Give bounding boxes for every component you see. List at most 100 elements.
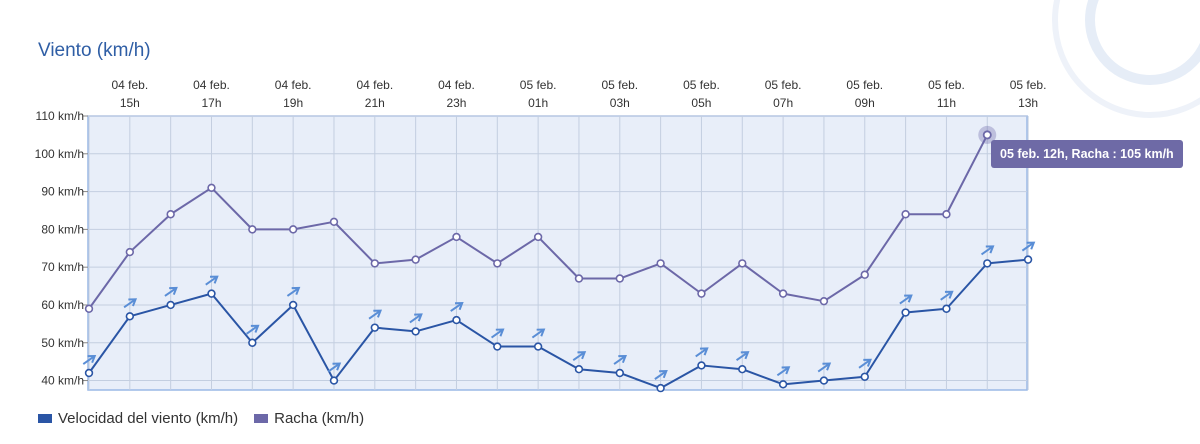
wind-direction-arrow-icon — [858, 358, 872, 369]
x-tick-label-hour: 17h — [201, 96, 221, 110]
speed-data-point — [329, 376, 339, 385]
speed-data-point — [452, 315, 461, 325]
gust-data-point — [901, 210, 910, 219]
y-tick-label: 60 km/h — [41, 298, 84, 312]
gust-data-point — [452, 232, 461, 242]
gust-data-point — [819, 296, 829, 306]
tooltip: 05 feb. 12h, Racha : 105 km/h — [991, 140, 1183, 168]
gust-data-point — [574, 274, 584, 283]
speed-data-point — [493, 342, 502, 351]
speed-data-point — [248, 338, 257, 347]
speed-data-point — [288, 300, 298, 310]
x-tick-label-hour: 23h — [446, 96, 466, 110]
speed-data-point — [778, 380, 788, 389]
gust-data-point — [860, 270, 869, 279]
gust-data-point — [656, 259, 665, 268]
speed-data-point — [533, 342, 543, 351]
wind-direction-arrow-icon — [613, 354, 628, 365]
gust-data-point — [166, 210, 175, 219]
gust-data-point — [411, 255, 420, 264]
y-tick-label: 50 km/h — [41, 336, 84, 350]
speed-data-point — [738, 365, 747, 374]
speed-data-point — [901, 308, 910, 317]
gust-data-point — [329, 217, 339, 227]
speed-data-point — [819, 376, 829, 385]
x-tick-label-date: 05 feb. — [520, 78, 557, 92]
gust-data-point — [84, 304, 94, 313]
legend-label-gust: Racha (km/h) — [274, 410, 365, 427]
speed-series-line — [88, 258, 1029, 390]
x-tick-label-date: 05 feb. — [846, 78, 883, 92]
x-tick-label-date: 04 feb. — [275, 78, 312, 92]
wind-direction-arrow-icon — [246, 324, 260, 335]
wind-direction-arrow-icon — [695, 347, 709, 358]
wind-direction-arrow-icon — [940, 290, 954, 301]
wind-direction-arrow-icon — [490, 328, 505, 339]
speed-data-point — [942, 304, 951, 313]
gust-data-point — [738, 259, 747, 268]
legend-swatch-speed — [38, 414, 52, 423]
x-tick-label-hour: 19h — [283, 96, 303, 110]
speed-data-point — [656, 383, 665, 393]
x-tick-label-date: 04 feb. — [438, 78, 475, 92]
speed-data-point — [84, 368, 94, 378]
speed-data-point — [370, 323, 380, 332]
wind-direction-arrow-icon — [1021, 241, 1036, 252]
speed-data-point — [697, 361, 706, 370]
y-tick-label: 110 km/h — [36, 109, 84, 123]
y-tick-label: 100 km/h — [35, 147, 84, 161]
y-tick-label: 40 km/h — [41, 374, 84, 388]
wind-direction-arrow-icon — [980, 245, 995, 256]
wind-direction-arrow-icon — [817, 362, 832, 373]
speed-data-point — [166, 300, 175, 310]
speed-data-point — [983, 259, 992, 268]
gust-data-point — [125, 247, 135, 257]
wind-direction-arrow-icon — [327, 362, 342, 373]
speed-data-point — [207, 289, 216, 298]
speed-data-point — [615, 368, 624, 378]
x-tick-label-hour: 13h — [1018, 96, 1038, 110]
wind-direction-arrow-icon — [82, 354, 97, 365]
wind-direction-arrow-icon — [368, 309, 383, 320]
wind-direction-arrow-icon — [450, 302, 464, 312]
speed-data-point — [125, 312, 135, 321]
legend-label-speed: Velocidad del viento (km/h) — [58, 410, 239, 427]
background-watermark — [1052, 0, 1200, 118]
wind-direction-arrow-icon — [899, 294, 913, 305]
x-tick-label-hour: 05h — [691, 96, 711, 110]
speed-data-point — [860, 372, 869, 381]
legend: Velocidad del viento (km/h) Racha (km/h) — [38, 410, 364, 427]
speed-data-point — [411, 327, 420, 336]
wind-direction-arrow-icon — [164, 286, 178, 297]
plot-area — [87, 115, 1028, 391]
x-tick-label-date: 05 feb. — [683, 78, 720, 92]
x-tick-label-hour: 07h — [773, 96, 793, 110]
x-tick-label-hour: 03h — [610, 96, 630, 110]
chart-title: Viento (km/h) — [38, 40, 151, 61]
wind-direction-arrow-icon — [572, 351, 587, 362]
legend-item-speed[interactable]: Velocidad del viento (km/h) — [38, 410, 238, 427]
watermark-ring — [1052, 0, 1200, 118]
legend-item-gust[interactable]: Racha (km/h) — [254, 410, 364, 427]
gust-data-point — [370, 259, 380, 268]
wind-direction-arrow-icon — [123, 298, 138, 309]
wind-direction-arrow-icon — [776, 366, 791, 377]
gust-data-point — [778, 289, 788, 298]
y-tick-label: 90 km/h — [41, 185, 84, 199]
y-tick-label: 70 km/h — [41, 260, 84, 274]
gust-data-point — [207, 183, 216, 193]
gust-data-point — [615, 274, 624, 283]
x-tick-label-hour: 11h — [937, 96, 956, 110]
gust-data-point — [493, 259, 502, 268]
x-tick-label-date: 04 feb. — [193, 78, 230, 92]
x-tick-label-hour: 01h — [528, 96, 548, 110]
x-tick-label-date: 04 feb. — [356, 78, 393, 92]
gust-data-point — [533, 232, 543, 242]
x-tick-label-date: 05 feb. — [928, 78, 965, 92]
speed-data-point — [1023, 255, 1033, 264]
gust-data-point — [942, 210, 951, 219]
wind-direction-arrow-icon — [409, 313, 423, 324]
speed-data-point — [574, 365, 584, 374]
x-tick-label-hour: 21h — [365, 96, 385, 110]
